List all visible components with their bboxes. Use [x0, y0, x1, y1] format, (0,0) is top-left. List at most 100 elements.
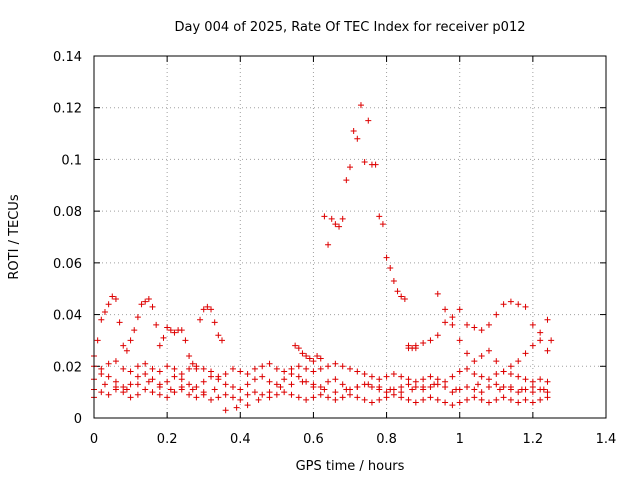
data-point: [332, 389, 339, 396]
data-point: [354, 135, 361, 142]
data-point: [186, 352, 193, 359]
data-point: [200, 306, 207, 313]
data-point: [112, 383, 119, 390]
data-point: [379, 221, 386, 228]
data-point: [186, 391, 193, 398]
data-point: [325, 241, 332, 248]
series-group: [91, 358, 551, 385]
data-point: [383, 373, 390, 380]
data-point: [98, 316, 105, 323]
data-point: [515, 301, 522, 308]
data-point: [431, 381, 438, 388]
data-point: [222, 391, 229, 398]
data-point: [134, 363, 141, 370]
data-point: [237, 368, 244, 375]
data-point: [515, 399, 522, 406]
data-point: [193, 383, 200, 390]
data-point: [434, 332, 441, 339]
data-point: [288, 371, 295, 378]
data-point: [281, 376, 288, 383]
data-point: [153, 321, 160, 328]
data-point: [537, 396, 544, 403]
data-point: [544, 316, 551, 323]
data-point: [127, 381, 134, 388]
data-point: [347, 391, 353, 398]
series-group: [91, 293, 225, 372]
data-point: [149, 389, 156, 396]
data-point: [478, 373, 485, 380]
data-point: [211, 386, 218, 393]
data-point: [266, 389, 273, 396]
data-point: [529, 399, 536, 406]
data-point: [507, 383, 514, 390]
data-point: [398, 389, 405, 396]
x-tick-label: 0: [90, 432, 98, 447]
data-point: [208, 368, 215, 375]
data-point: [171, 389, 178, 396]
data-point: [112, 358, 119, 365]
data-point: [134, 381, 141, 388]
data-point: [398, 394, 405, 401]
data-point: [295, 363, 302, 370]
data-point: [288, 391, 295, 398]
data-point: [485, 321, 492, 328]
data-point: [453, 386, 460, 393]
data-point: [200, 365, 207, 372]
data-point: [343, 386, 350, 393]
data-point: [255, 396, 262, 403]
data-point: [167, 386, 174, 393]
data-point: [142, 386, 149, 393]
data-point: [259, 391, 266, 398]
data-point: [105, 391, 112, 398]
y-tick-label: 0.04: [53, 309, 82, 324]
data-point: [442, 306, 449, 313]
data-point: [222, 371, 229, 378]
data-point: [368, 383, 375, 390]
data-point: [134, 314, 141, 321]
data-point: [200, 389, 207, 396]
data-point: [464, 365, 471, 372]
data-point: [398, 293, 405, 300]
data-point: [105, 301, 112, 308]
data-point: [142, 298, 149, 305]
x-tick-label: 0.2: [157, 432, 178, 447]
data-point: [350, 127, 357, 134]
data-point: [306, 355, 313, 362]
data-point: [478, 389, 485, 396]
data-point: [303, 352, 310, 359]
data-point: [142, 360, 149, 367]
data-point: [273, 381, 280, 388]
data-point: [156, 383, 163, 390]
data-point: [456, 337, 463, 344]
data-point: [310, 358, 317, 365]
data-point: [186, 365, 193, 372]
data-point: [398, 383, 405, 390]
data-point: [361, 396, 368, 403]
series-group: [405, 298, 551, 354]
data-point: [493, 358, 500, 365]
data-point: [507, 396, 514, 403]
data-point: [390, 371, 397, 378]
data-point: [277, 383, 284, 390]
axis-ticks: [93, 55, 607, 419]
data-point: [427, 394, 434, 401]
data-point: [332, 360, 339, 367]
data-point: [288, 365, 295, 372]
data-point: [529, 389, 536, 396]
data-point: [339, 215, 346, 222]
data-point: [193, 363, 200, 370]
data-point: [376, 383, 383, 390]
data-point: [321, 386, 328, 393]
chart-title: Day 004 of 2025, Rate Of TEC Index for r…: [175, 20, 526, 35]
data-point: [164, 394, 171, 401]
data-point: [339, 394, 346, 401]
data-point: [478, 327, 485, 334]
data-point: [145, 296, 152, 303]
data-point: [295, 345, 302, 352]
data-point: [485, 376, 492, 383]
data-point: [233, 404, 240, 411]
data-point: [449, 402, 456, 409]
data-point: [365, 117, 372, 124]
data-point: [493, 371, 500, 378]
